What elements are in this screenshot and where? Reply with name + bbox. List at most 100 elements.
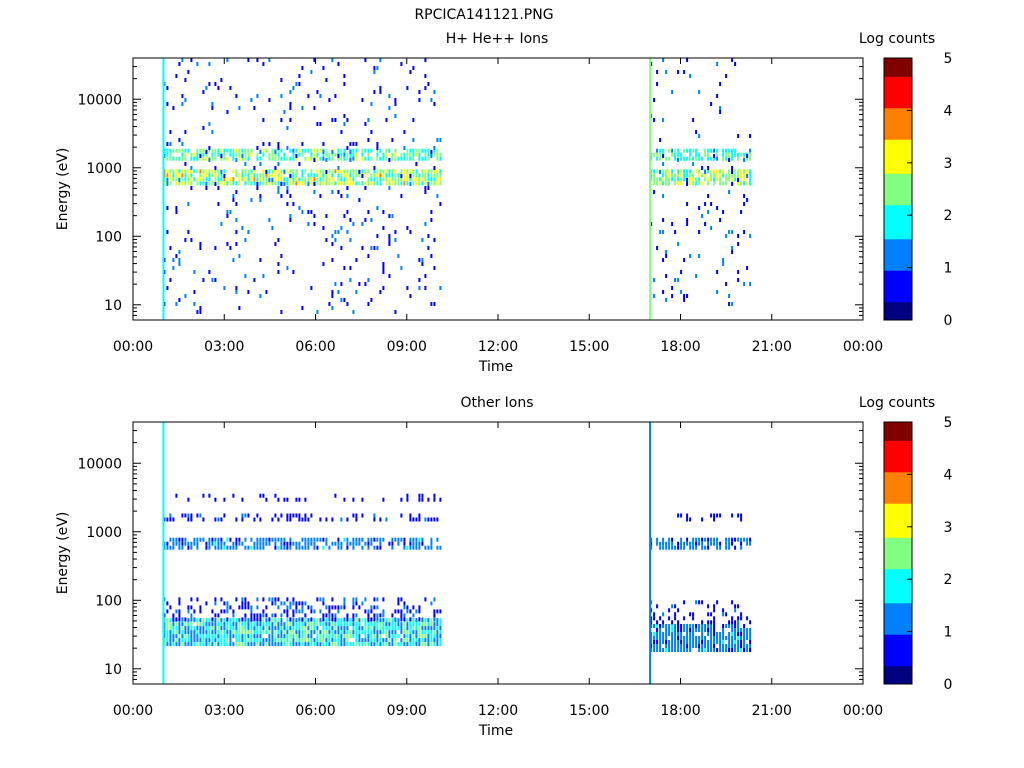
spectrogram-cell bbox=[298, 617, 301, 622]
spectrogram-cell bbox=[334, 169, 337, 174]
spectrogram-cell bbox=[397, 254, 400, 258]
spectrogram-cell bbox=[650, 222, 653, 226]
spectrogram-cell bbox=[256, 630, 259, 635]
spectrogram-cell bbox=[286, 626, 289, 631]
spectrogram-cell bbox=[424, 638, 427, 643]
spectrogram-cell bbox=[689, 173, 692, 178]
spectrogram-cell bbox=[364, 186, 367, 190]
spectrogram-cell bbox=[226, 617, 229, 622]
spectrogram-cell bbox=[439, 545, 442, 550]
spectrogram-cell bbox=[280, 148, 283, 153]
spectrogram-cell bbox=[241, 154, 244, 158]
spectrogram-cell bbox=[310, 642, 313, 647]
spectrogram-cell bbox=[331, 617, 334, 622]
spectrogram-cell bbox=[334, 118, 337, 122]
spectrogram-cell bbox=[193, 537, 196, 542]
spectrogram-cell bbox=[184, 638, 187, 643]
spectrogram-cell bbox=[737, 242, 740, 246]
spectrogram-cell bbox=[271, 601, 274, 606]
spectrogram-cell bbox=[274, 150, 277, 154]
spectrogram-cell bbox=[277, 605, 280, 610]
spectrogram-cell bbox=[334, 94, 337, 98]
spectrogram-cell bbox=[184, 617, 187, 622]
spectrogram-cell bbox=[178, 138, 181, 142]
spectrogram-cell bbox=[277, 642, 280, 647]
spectrogram-cell bbox=[370, 130, 373, 134]
spectrogram-cell bbox=[346, 177, 349, 182]
spectrogram-cell bbox=[337, 166, 340, 170]
spectrogram-cell bbox=[427, 618, 430, 623]
spectrogram-cell bbox=[737, 169, 740, 174]
colorbar-segment bbox=[884, 220, 912, 224]
spectrogram-cell bbox=[701, 166, 704, 170]
spectrogram-cell bbox=[295, 541, 298, 546]
spectrogram-cell bbox=[322, 597, 325, 602]
spectrogram-cell bbox=[370, 177, 373, 182]
spectrogram-cell bbox=[653, 173, 656, 178]
spectrogram-cell bbox=[298, 177, 301, 182]
spectrogram-cell bbox=[313, 545, 316, 550]
spectrogram-cell bbox=[692, 148, 695, 153]
spectrogram-cell bbox=[340, 626, 343, 631]
spectrogram-cell bbox=[662, 162, 665, 166]
spectrogram-cell bbox=[319, 618, 322, 623]
spectrogram-cell bbox=[418, 622, 421, 627]
spectrogram-cell bbox=[743, 181, 746, 186]
spectrogram-cell bbox=[704, 148, 707, 153]
spectrogram-cell bbox=[403, 541, 406, 546]
spectrogram-cell bbox=[406, 86, 409, 90]
spectrogram-cell bbox=[659, 181, 662, 186]
spectrogram-cell bbox=[668, 181, 671, 186]
spectrogram-cell bbox=[271, 517, 274, 522]
spectrogram-cell bbox=[343, 122, 346, 126]
spectrogram-cell bbox=[274, 177, 277, 182]
spectrogram-cell bbox=[743, 173, 746, 178]
spectrogram-cell bbox=[728, 177, 731, 182]
spectrogram-cell bbox=[403, 601, 406, 606]
x-tick-label: 00:00 bbox=[113, 339, 153, 355]
spectrogram-cell bbox=[208, 537, 211, 542]
spectrogram-cell bbox=[403, 169, 406, 174]
spectrogram-cell bbox=[166, 173, 169, 178]
spectrogram-cell bbox=[388, 158, 391, 162]
colorbar-segment bbox=[884, 304, 912, 308]
spectrogram-cell bbox=[304, 545, 307, 550]
spectrogram-cell bbox=[656, 541, 659, 546]
spectrogram-cell bbox=[271, 638, 274, 643]
spectrogram-cell bbox=[659, 230, 662, 234]
spectrogram-cell bbox=[196, 618, 199, 623]
spectrogram-cell bbox=[322, 630, 325, 635]
spectrogram-cell bbox=[716, 648, 719, 652]
colorbar-segment bbox=[884, 437, 912, 441]
spectrogram-cell bbox=[253, 626, 256, 631]
spectrogram-cell bbox=[731, 166, 734, 170]
spectrogram-cell bbox=[364, 282, 367, 286]
spectrogram-cell bbox=[190, 545, 193, 550]
spectrogram-cell bbox=[238, 106, 241, 110]
spectrogram-cell bbox=[352, 169, 355, 174]
spectrogram-cell bbox=[707, 624, 710, 628]
spectrogram-cell bbox=[289, 181, 292, 186]
spectrogram-cell bbox=[187, 609, 190, 614]
spectrogram-cell bbox=[331, 150, 334, 154]
spectrogram-cell bbox=[409, 148, 412, 153]
spectrogram-cell bbox=[169, 130, 172, 134]
spectrogram-cell bbox=[322, 169, 325, 174]
spectrogram-cell bbox=[716, 290, 719, 294]
spectrogram-cell bbox=[259, 181, 262, 186]
spectrogram-cell bbox=[403, 173, 406, 178]
spectrogram-cell bbox=[683, 70, 686, 74]
spectrogram-cell bbox=[737, 628, 740, 632]
spectrogram-cell bbox=[280, 626, 283, 631]
spectrogram-cell bbox=[184, 156, 187, 161]
x-tick-label: 21:00 bbox=[752, 339, 792, 355]
spectrogram-cell bbox=[169, 173, 172, 178]
spectrogram-cell bbox=[698, 254, 701, 258]
spectrogram-cell bbox=[656, 152, 659, 157]
spectrogram-cell bbox=[301, 210, 304, 214]
spectrogram-cell bbox=[749, 541, 752, 546]
spectrogram-cell bbox=[358, 170, 361, 174]
spectrogram-cell bbox=[271, 597, 274, 602]
colorbar-segment bbox=[884, 131, 912, 135]
spectrogram-cell bbox=[289, 638, 292, 643]
